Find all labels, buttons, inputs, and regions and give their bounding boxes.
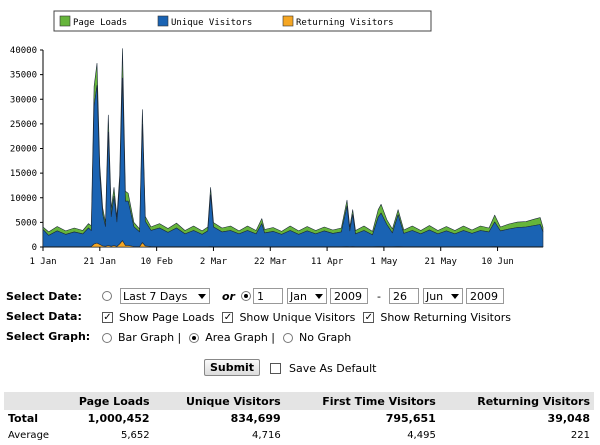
select-data-label: Select Data: (6, 309, 82, 323)
y-tick-label: 25000 (10, 120, 37, 130)
average-unique-visitors: 4,716 (252, 430, 281, 441)
select-graph-label: Select Graph: (6, 329, 91, 343)
show-page-loads-checkbox[interactable]: ✓ (102, 312, 113, 323)
no-graph-label: No Graph (299, 331, 352, 344)
show-unique-visitors-label: Show Unique Visitors (239, 311, 356, 324)
show-unique-visitors-checkbox[interactable]: ✓ (222, 312, 234, 323)
chart-legend: Page Loads Unique Visitors Returning Vis… (53, 10, 432, 32)
y-tick-label: 5000 (15, 218, 37, 228)
total-page-loads: 1,000,452 (87, 412, 150, 425)
or-text: or (222, 289, 235, 303)
chart-areas (42, 48, 544, 248)
save-default-control: Save As Default (270, 362, 376, 375)
select-date-controls: Last 7 Days or 1 Jan 2009 - 26 Jun 2009 (102, 288, 504, 304)
summary-header-row: Page Loads Unique Visitors First Time Vi… (4, 392, 594, 410)
table-row: Total 1,000,452 834,699 795,651 39,048 (4, 410, 594, 427)
select-data-controls: ✓ Show Page Loads ✓ Show Unique Visitors… (102, 311, 511, 324)
from-year-input[interactable]: 2009 (329, 288, 368, 304)
y-tick-label: 15000 (10, 169, 37, 179)
total-label: Total (8, 412, 39, 425)
to-day-input[interactable]: 26 (388, 288, 419, 304)
area-graph-label: Area Graph | (205, 331, 276, 344)
summary-table: Page Loads Unique Visitors First Time Vi… (4, 392, 594, 444)
total-first-time-visitors: 795,651 (385, 412, 436, 425)
range-dash: - (376, 289, 381, 303)
show-page-loads-label: Show Page Loads (119, 311, 215, 324)
legend-swatch-returning-visitors (282, 15, 294, 27)
show-returning-visitors-checkbox[interactable]: ✓ (363, 312, 375, 323)
legend-swatch-unique-visitors (157, 15, 169, 27)
x-tick-label: 10 Jun (481, 257, 514, 267)
preset-range-radio[interactable] (102, 291, 112, 301)
save-as-default-label: Save As Default (289, 362, 377, 375)
to-year-input[interactable]: 2009 (465, 288, 504, 304)
y-tick-label: 20000 (10, 145, 37, 155)
series-area-returning-visitors (42, 240, 544, 248)
summary-header-unique-visitors: Unique Visitors (153, 392, 285, 410)
x-tick-label: 10 Feb (140, 257, 173, 267)
y-tick-label: 35000 (10, 71, 37, 81)
chevron-down-icon (314, 294, 323, 299)
area-graph-radio[interactable] (189, 332, 200, 343)
summary-header-page-loads: Page Loads (53, 392, 154, 410)
to-month-select[interactable]: Jun (422, 288, 463, 304)
legend-label-unique-visitors: Unique Visitors (171, 18, 252, 28)
custom-range-radio[interactable] (240, 291, 251, 301)
preset-range-value: Last 7 Days (123, 289, 188, 303)
submit-button[interactable]: Submit (204, 359, 260, 376)
y-tick-label: 40000 (10, 46, 37, 56)
summary-header-returning-visitors: Returning Visitors (439, 392, 594, 410)
preset-range-select[interactable]: Last 7 Days (120, 288, 210, 304)
x-tick-label: 21 May (424, 257, 457, 267)
x-axis: 1 Jan 21 Jan 10 Feb 2 Mar 22 Mar 11 Apr 1 May 2… (29, 247, 514, 267)
from-month-value: Jan (289, 289, 307, 303)
chevron-down-icon (198, 294, 206, 299)
summary-header-blank (4, 392, 54, 410)
traffic-area-chart: Page Loads Unique Visitors Returning Vis… (10, 10, 544, 267)
legend-label-page-loads: Page Loads (73, 18, 127, 28)
from-day-input[interactable]: 1 (252, 288, 283, 304)
y-tick-label: 30000 (10, 95, 37, 105)
chevron-down-icon (450, 294, 459, 299)
summary-header-first-time-visitors: First Time Visitors (284, 392, 440, 410)
from-month-select[interactable]: Jan (286, 288, 327, 304)
series-area-unique-visitors (42, 77, 544, 247)
save-as-default-checkbox[interactable] (270, 363, 281, 374)
x-tick-label: 1 May (370, 257, 398, 267)
total-unique-visitors: 834,699 (230, 412, 281, 425)
no-graph-radio[interactable] (283, 332, 294, 343)
select-graph-controls: Bar Graph | Area Graph | No Graph (102, 331, 351, 344)
bar-graph-label: Bar Graph | (118, 331, 182, 344)
y-axis: 0 5000 10000 15000 20000 25000 30000 35000 40000 (10, 46, 43, 253)
table-row: Average 5,652 4,716 4,495 221 (4, 427, 594, 444)
x-tick-label: 1 Jan (29, 257, 56, 267)
x-tick-label: 22 Mar (254, 257, 287, 267)
select-date-label: Select Date: (6, 289, 82, 303)
x-tick-label: 11 Apr (311, 257, 344, 267)
y-tick-label: 10000 (10, 194, 37, 204)
to-month-value: Jun (425, 289, 444, 303)
average-page-loads: 5,652 (120, 430, 150, 441)
average-label: Average (8, 430, 50, 441)
show-returning-visitors-label: Show Returning Visitors (380, 311, 511, 324)
x-tick-label: 2 Mar (200, 257, 228, 267)
average-first-time-visitors: 4,495 (407, 430, 436, 441)
bar-graph-radio[interactable] (102, 332, 112, 343)
legend-swatch-page-loads (59, 15, 71, 27)
average-returning-visitors: 221 (570, 430, 590, 441)
total-returning-visitors: 39,048 (547, 412, 590, 425)
y-tick-label: 0 (32, 243, 37, 253)
x-tick-label: 21 Jan (84, 257, 117, 267)
legend-label-returning-visitors: Returning Visitors (296, 18, 394, 28)
